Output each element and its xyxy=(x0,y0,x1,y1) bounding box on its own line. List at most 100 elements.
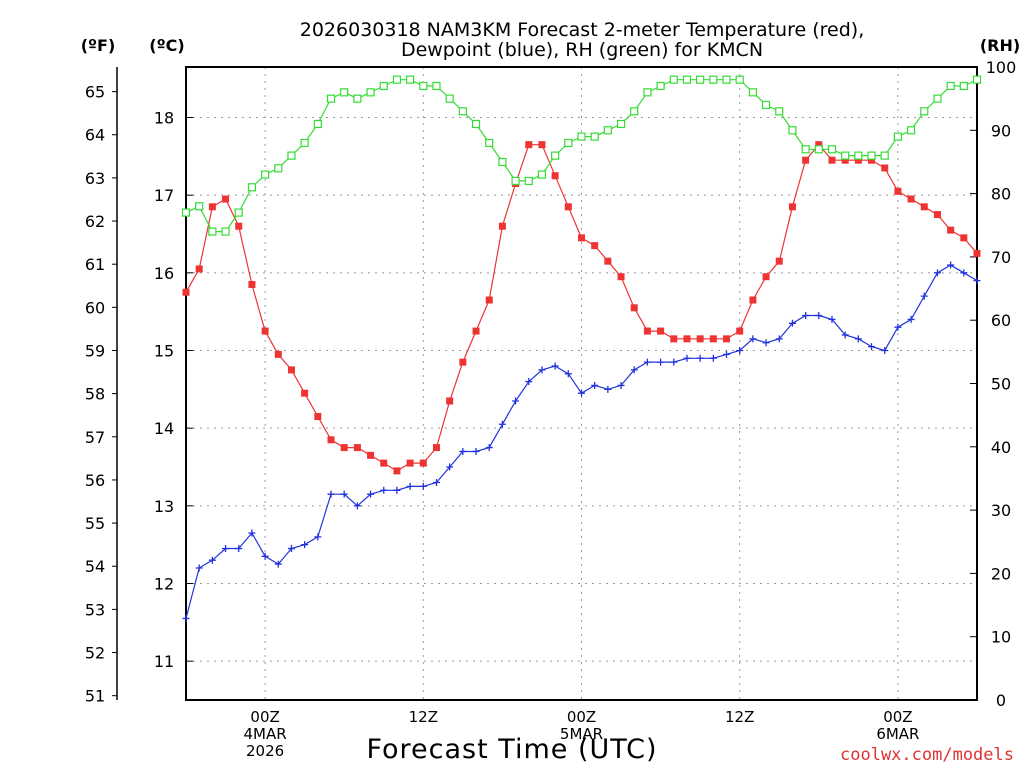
temperature-point xyxy=(749,296,757,304)
fahrenheit-tick-label: 51 xyxy=(85,687,105,706)
rh-tick-label: 40 xyxy=(991,438,1011,457)
rh-point xyxy=(564,138,573,148)
fahrenheit-tick-label: 61 xyxy=(85,255,105,274)
dewpoint-point xyxy=(208,556,216,564)
rh-tick-label: 30 xyxy=(991,501,1011,520)
fahrenheit-tick-label: 58 xyxy=(85,385,105,404)
x-tick-label: 5MAR xyxy=(560,725,603,743)
rh-point xyxy=(775,107,784,116)
rh-tick-label: 70 xyxy=(991,248,1011,267)
fahrenheit-tick-label: 64 xyxy=(85,126,105,145)
temperature-point xyxy=(960,234,968,242)
temperature-point xyxy=(261,327,269,335)
temperature-point xyxy=(854,156,862,164)
chart-title: 2026030318 NAM3KM Forecast 2-meter Tempe… xyxy=(300,19,864,41)
temperature-point xyxy=(208,203,216,211)
temperature-point xyxy=(287,366,295,374)
rh-point xyxy=(814,145,823,154)
temperature-point xyxy=(617,273,625,281)
dewpoint-point xyxy=(920,292,928,300)
dewpoint-point xyxy=(182,614,190,622)
temperature-point xyxy=(446,397,454,405)
dewpoint-point xyxy=(287,545,295,553)
rh-point xyxy=(458,107,467,116)
x-tick-label: 12Z xyxy=(409,708,438,726)
temperature-point xyxy=(907,195,915,203)
temperature-point xyxy=(182,288,190,296)
fahrenheit-unit-label: (ºF) xyxy=(81,36,116,55)
dewpoint-point xyxy=(854,335,862,343)
temperature-point xyxy=(868,156,876,164)
rh-point xyxy=(498,157,507,167)
temperature-point xyxy=(775,257,783,265)
rh-point xyxy=(524,176,533,186)
temperature-point xyxy=(709,335,717,343)
dewpoint-point xyxy=(617,381,625,389)
dewpoint-point xyxy=(788,319,796,327)
dewpoint-point xyxy=(274,560,282,568)
rh-point xyxy=(906,126,916,135)
dewpoint-point xyxy=(723,350,731,358)
rh-point xyxy=(603,126,612,135)
rh-point xyxy=(419,81,428,91)
dewpoint-point xyxy=(432,479,440,487)
fahrenheit-tick-label: 55 xyxy=(85,514,105,533)
temperature-point xyxy=(525,141,533,149)
dewpoint-point xyxy=(894,323,902,331)
celsius-tick-label: 13 xyxy=(154,497,174,516)
celsius-tick-label: 15 xyxy=(154,341,174,360)
dewpoint-point xyxy=(340,490,348,498)
dewpoint-point xyxy=(933,269,941,277)
temperature-point xyxy=(973,249,981,257)
temperature-point xyxy=(604,257,612,265)
fahrenheit-tick-label: 63 xyxy=(85,169,105,188)
dewpoint-point xyxy=(736,346,744,354)
celsius-tick-label: 18 xyxy=(154,108,174,127)
temperature-series xyxy=(182,141,981,475)
fahrenheit-tick-label: 52 xyxy=(85,644,105,663)
dewpoint-point xyxy=(459,447,467,455)
rh-point xyxy=(287,151,296,160)
dewpoint-point xyxy=(222,545,230,553)
temperature-point xyxy=(815,141,823,149)
rh-point xyxy=(709,75,718,84)
temperature-point xyxy=(841,156,849,164)
rh-point xyxy=(630,107,639,116)
temperature-point xyxy=(802,156,810,164)
temperature-point xyxy=(670,335,678,343)
rh-series xyxy=(181,75,982,236)
dewpoint-point xyxy=(195,564,203,572)
rh-point xyxy=(379,81,388,91)
fahrenheit-tick-label: 54 xyxy=(85,557,105,576)
rh-point xyxy=(300,138,309,148)
temperature-point xyxy=(419,459,427,467)
rh-point xyxy=(801,145,810,154)
temperature-point xyxy=(340,444,348,452)
dewpoint-point xyxy=(973,277,981,285)
dewpoint-point xyxy=(591,381,599,389)
dewpoint-point xyxy=(630,366,638,374)
rh-point xyxy=(722,75,731,84)
temperature-point xyxy=(222,195,230,203)
temperature-point xyxy=(406,459,414,467)
rh-tick-label: 100 xyxy=(986,58,1017,77)
chart-subtitle: Dewpoint (blue), RH (green) for KMCN xyxy=(401,39,763,61)
rh-tick-label: 50 xyxy=(991,375,1011,394)
temperature-point xyxy=(762,273,770,281)
rh-point xyxy=(366,88,375,97)
temperature-point xyxy=(828,156,836,164)
rh-point xyxy=(880,151,889,160)
rh-point xyxy=(247,183,257,192)
rh-point xyxy=(893,132,903,141)
x-tick-label: 12Z xyxy=(725,708,754,726)
dewpoint-point xyxy=(696,354,704,362)
rh-tick-label: 60 xyxy=(991,311,1011,330)
dewpoint-point xyxy=(248,529,256,537)
rh-tick-label: 90 xyxy=(991,121,1011,140)
temperature-point xyxy=(643,327,651,335)
rh-point xyxy=(234,208,243,217)
rh-point xyxy=(854,151,863,160)
temperature-point xyxy=(301,389,309,397)
dewpoint-point xyxy=(657,358,665,366)
